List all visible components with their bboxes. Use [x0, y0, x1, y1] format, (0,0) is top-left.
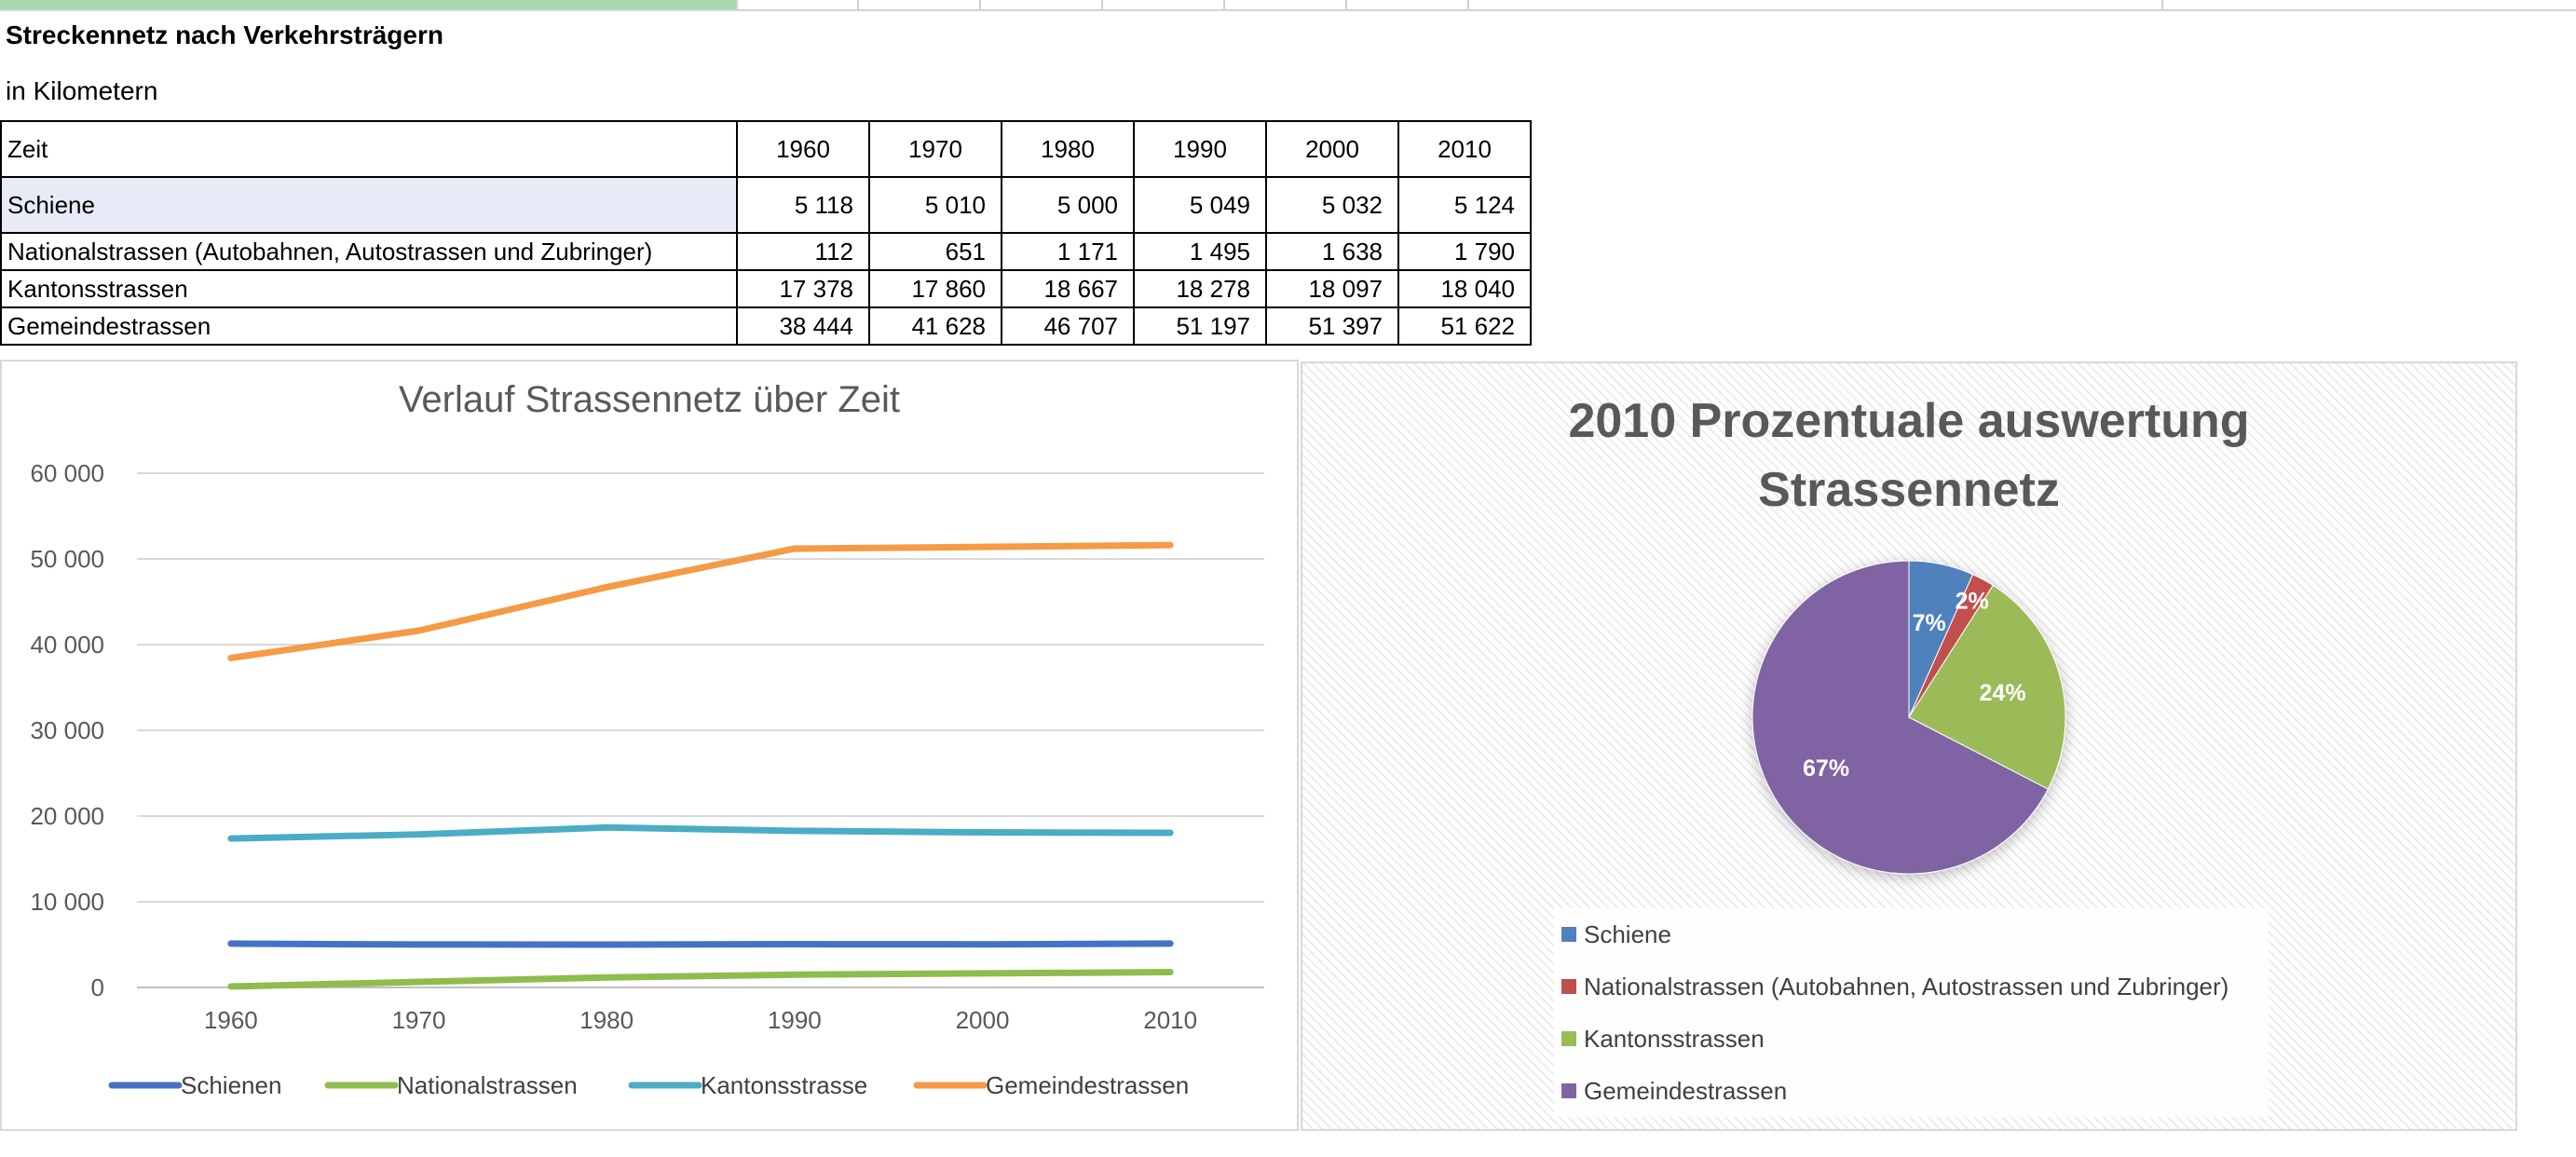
series-line[interactable] [227, 541, 1174, 661]
y-tick-label: 60 000 [30, 459, 104, 487]
pie-chart[interactable]: 2010 Prozentuale auswertung Strassennetz 7… [1301, 361, 2517, 1131]
legend-background [1554, 908, 2269, 1117]
line-chart-canvas: Verlauf Strassennetz über Zeit 0 10 000 20 … [30, 379, 1264, 1099]
x-tick-label: 1970 [392, 1006, 446, 1034]
value-cell[interactable]: 51 397 [1265, 306, 1399, 346]
y-tick-label: 40 000 [30, 631, 104, 659]
legend-swatch [1561, 1083, 1576, 1098]
pie-group [1751, 560, 2066, 875]
column-divider [2161, 0, 2163, 9]
column-divider [1223, 0, 1225, 9]
data-label: 2% [1956, 588, 1989, 614]
value-cell[interactable]: 1 495 [1133, 232, 1267, 271]
legend-label[interactable]: Schienen [181, 1071, 281, 1099]
column-header-strip [0, 0, 2576, 11]
series-line[interactable] [227, 940, 1174, 948]
table-row: Schiene 5 118 5 010 5 000 5 049 5 032 5 … [0, 176, 1532, 234]
column-divider [979, 0, 981, 9]
row-label-cell[interactable]: Nationalstrassen (Autobahnen, Autostrass… [0, 232, 738, 271]
legend-label[interactable]: Gemeindestrassen [986, 1071, 1189, 1099]
value-cell[interactable]: 1 638 [1265, 232, 1399, 271]
value-cell[interactable]: 5 032 [1265, 176, 1399, 234]
pie-slice[interactable] [1751, 560, 2049, 875]
value-cell[interactable]: 18 040 [1397, 269, 1532, 308]
value-cell[interactable]: 1 171 [1001, 232, 1135, 271]
table-row: Kantonsstrassen 17 378 17 860 18 667 18 … [0, 269, 1532, 308]
row-label-cell[interactable]: Kantonsstrassen [0, 269, 738, 308]
column-divider [857, 0, 859, 9]
table-row: Nationalstrassen (Autobahnen, Autostrass… [0, 232, 1532, 271]
value-cell[interactable]: 41 628 [868, 306, 1002, 346]
x-tick-label: 2000 [956, 1006, 1010, 1034]
value-cell[interactable]: 46 707 [1001, 306, 1135, 346]
legend-swatch [1561, 927, 1576, 942]
table-header-row: Zeit 1960 1970 1980 1990 2000 2010 [0, 120, 1532, 178]
year-header-cell[interactable]: 2010 [1397, 120, 1532, 178]
year-header-cell[interactable]: 2000 [1265, 120, 1399, 178]
legend-label[interactable]: Gemeindestrassen [1584, 1077, 1787, 1105]
year-header-cell[interactable]: 1970 [868, 120, 1002, 178]
value-cell[interactable]: 51 622 [1397, 306, 1532, 346]
x-tick-label: 1960 [204, 1006, 258, 1034]
legend-label[interactable]: Nationalstrassen (Autobahnen, Autostrass… [1584, 973, 2228, 1000]
value-cell[interactable]: 5 118 [736, 176, 870, 234]
value-cell[interactable]: 5 010 [868, 176, 1002, 234]
column-divider [1467, 0, 1469, 9]
value-cell[interactable]: 38 444 [736, 306, 870, 346]
legend-label[interactable]: Kantonsstrasse [701, 1071, 867, 1099]
y-tick-label: 20 000 [30, 802, 104, 830]
column-divider [736, 0, 738, 9]
table-row: Gemeindestrassen 38 444 41 628 46 707 51… [0, 306, 1532, 346]
value-cell[interactable]: 651 [868, 232, 1002, 271]
legend-swatch [1561, 1031, 1576, 1046]
pie-slice[interactable] [1908, 584, 2066, 790]
data-label: 7% [1913, 610, 1946, 636]
selected-column-header[interactable] [0, 0, 736, 9]
y-tick-label: 50 000 [30, 545, 104, 573]
value-cell[interactable]: 18 667 [1001, 269, 1135, 308]
line-chart[interactable]: Verlauf Strassennetz über Zeit 0 10 000 20 … [0, 360, 1299, 1131]
legend-swatch [1561, 979, 1576, 994]
series-line[interactable] [227, 969, 1174, 990]
value-cell[interactable]: 1 790 [1397, 232, 1532, 271]
year-header-cell[interactable]: 1960 [736, 120, 870, 178]
value-cell[interactable]: 18 097 [1265, 269, 1399, 308]
series-line[interactable] [227, 824, 1174, 842]
value-cell[interactable]: 17 860 [868, 269, 1002, 308]
legend-label[interactable]: Schiene [1584, 920, 1671, 948]
column-divider [1101, 0, 1103, 9]
chart-title: Strassennetz [1758, 463, 2060, 517]
x-tick-label: 1980 [579, 1006, 634, 1034]
pie-chart-canvas: 2010 Prozentuale auswertung Strassennetz 7… [1554, 394, 2269, 1117]
y-tick-label: 0 [91, 973, 104, 1001]
y-tick-label: 10 000 [30, 888, 104, 916]
x-tick-label: 2010 [1143, 1006, 1197, 1034]
legend-label[interactable]: Kantonsstrassen [1584, 1025, 1765, 1053]
year-header-cell[interactable]: 1990 [1133, 120, 1267, 178]
data-table: Zeit 1960 1970 1980 1990 2000 2010 Schie… [0, 120, 1532, 346]
column-divider [1345, 0, 1347, 9]
chart-title: Verlauf Strassennetz über Zeit [399, 379, 900, 420]
x-tick-label: 1990 [768, 1006, 822, 1034]
year-header-cell[interactable]: 1980 [1001, 120, 1135, 178]
value-cell[interactable]: 18 278 [1133, 269, 1267, 308]
data-label: 67% [1803, 755, 1849, 782]
row-label-cell[interactable]: Schiene [0, 176, 738, 234]
value-cell[interactable]: 5 124 [1397, 176, 1532, 234]
chart-title: 2010 Prozentuale auswertung [1568, 394, 2249, 448]
sheet-subtitle[interactable]: in Kilometern [6, 76, 158, 105]
legend-label[interactable]: Nationalstrassen [397, 1071, 578, 1099]
value-cell[interactable]: 5 000 [1001, 176, 1135, 234]
table-header-label[interactable]: Zeit [0, 120, 738, 178]
value-cell[interactable]: 51 197 [1133, 306, 1267, 346]
sheet-title[interactable]: Streckennetz nach Verkehrsträgern [6, 20, 443, 49]
value-cell[interactable]: 112 [736, 232, 870, 271]
data-label: 24% [1980, 680, 2026, 706]
value-cell[interactable]: 17 378 [736, 269, 870, 308]
y-tick-label: 30 000 [30, 716, 104, 744]
value-cell[interactable]: 5 049 [1133, 176, 1267, 234]
row-label-cell[interactable]: Gemeindestrassen [0, 306, 738, 346]
